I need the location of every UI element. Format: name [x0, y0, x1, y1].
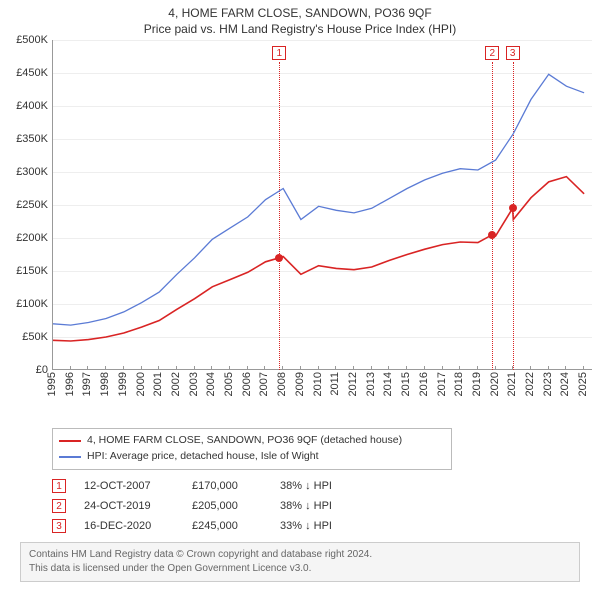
x-tick-label: 2011: [329, 372, 341, 396]
x-tick-label: 1996: [64, 372, 76, 396]
legend-label: 4, HOME FARM CLOSE, SANDOWN, PO36 9QF (d…: [87, 433, 402, 449]
legend-swatch: [59, 440, 81, 442]
sale-flag: 3: [52, 519, 66, 533]
x-tick-label: 2008: [276, 372, 288, 396]
attribution-footer: Contains HM Land Registry data © Crown c…: [20, 542, 580, 582]
sale-row: 2 24-OCT-2019 £205,000 38% ↓ HPI: [52, 496, 592, 516]
sale-flag: 1: [52, 479, 66, 493]
y-tick-label: £450K: [16, 67, 48, 79]
x-tick-label: 2017: [436, 372, 448, 396]
y-tick-label: £500K: [16, 34, 48, 46]
legend-box: 4, HOME FARM CLOSE, SANDOWN, PO36 9QF (d…: [52, 428, 452, 470]
sale-price: £205,000: [192, 500, 262, 512]
legend-row: HPI: Average price, detached house, Isle…: [59, 449, 445, 465]
sale-price: £245,000: [192, 520, 262, 532]
sale-row: 1 12-OCT-2007 £170,000 38% ↓ HPI: [52, 476, 592, 496]
x-tick-label: 2002: [170, 372, 182, 396]
y-tick-label: £250K: [16, 199, 48, 211]
y-tick-label: £100K: [16, 298, 48, 310]
title-subtitle: Price paid vs. HM Land Registry's House …: [8, 22, 592, 36]
y-tick-label: £350K: [16, 133, 48, 145]
x-tick-label: 2025: [577, 372, 589, 396]
y-tick-label: £50K: [22, 331, 48, 343]
x-tick-label: 1998: [99, 372, 111, 396]
sale-hpi: 38% ↓ HPI: [280, 500, 360, 512]
title-address: 4, HOME FARM CLOSE, SANDOWN, PO36 9QF: [8, 6, 592, 20]
x-tick-label: 2013: [365, 372, 377, 396]
x-tick-label: 2020: [489, 372, 501, 396]
sale-hpi: 38% ↓ HPI: [280, 480, 360, 492]
legend-label: HPI: Average price, detached house, Isle…: [87, 449, 319, 465]
x-tick-label: 2006: [241, 372, 253, 396]
marker-dot: [488, 231, 496, 239]
marker-flag: 1: [272, 46, 286, 60]
x-tick-label: 2001: [152, 372, 164, 396]
sale-row: 3 16-DEC-2020 £245,000 33% ↓ HPI: [52, 516, 592, 536]
chart-container: 4, HOME FARM CLOSE, SANDOWN, PO36 9QF Pr…: [0, 0, 600, 590]
x-axis: 1995199619971998199920002001200220032004…: [52, 370, 592, 420]
footer-line1: Contains HM Land Registry data © Crown c…: [29, 548, 571, 562]
series-line-price_paid: [53, 177, 584, 341]
x-tick-label: 2007: [258, 372, 270, 396]
marker-flag: 2: [485, 46, 499, 60]
x-tick-label: 2019: [471, 372, 483, 396]
marker-dot: [509, 204, 517, 212]
y-tick-label: £200K: [16, 232, 48, 244]
sale-date: 16-DEC-2020: [84, 520, 174, 532]
x-tick-label: 2022: [524, 372, 536, 396]
sale-price: £170,000: [192, 480, 262, 492]
sale-flag: 2: [52, 499, 66, 513]
sales-table: 1 12-OCT-2007 £170,000 38% ↓ HPI 2 24-OCT-201…: [52, 476, 592, 536]
marker-flag: 3: [506, 46, 520, 60]
y-tick-label: £150K: [16, 265, 48, 277]
x-tick-label: 2024: [559, 372, 571, 396]
y-axis: £0£50K£100K£150K£200K£250K£300K£350K£400…: [8, 40, 52, 370]
marker-dot: [275, 254, 283, 262]
sale-date: 12-OCT-2007: [84, 480, 174, 492]
x-tick-label: 2004: [205, 372, 217, 396]
legend-swatch: [59, 456, 81, 458]
sale-hpi: 33% ↓ HPI: [280, 520, 360, 532]
footer-line2: This data is licensed under the Open Gov…: [29, 562, 571, 576]
plot-area: 1 23: [52, 40, 592, 370]
x-tick-label: 2009: [294, 372, 306, 396]
x-tick-label: 2003: [188, 372, 200, 396]
x-tick-label: 2018: [453, 372, 465, 396]
y-tick-label: £300K: [16, 166, 48, 178]
x-tick-label: 1995: [46, 372, 58, 396]
sale-date: 24-OCT-2019: [84, 500, 174, 512]
x-tick-label: 2010: [312, 372, 324, 396]
x-tick-label: 2015: [400, 372, 412, 396]
y-tick-label: £400K: [16, 100, 48, 112]
x-tick-label: 2000: [135, 372, 147, 396]
x-tick-label: 2005: [223, 372, 235, 396]
x-tick-label: 1997: [81, 372, 93, 396]
x-tick-label: 2012: [347, 372, 359, 396]
x-tick-label: 2014: [382, 372, 394, 396]
x-tick-label: 1999: [117, 372, 129, 396]
x-tick-label: 2016: [418, 372, 430, 396]
x-tick-label: 2023: [542, 372, 554, 396]
chart-area: £0£50K£100K£150K£200K£250K£300K£350K£400…: [8, 40, 592, 420]
legend-row: 4, HOME FARM CLOSE, SANDOWN, PO36 9QF (d…: [59, 433, 445, 449]
x-tick-label: 2021: [506, 372, 518, 396]
series-line-hpi: [53, 74, 584, 325]
